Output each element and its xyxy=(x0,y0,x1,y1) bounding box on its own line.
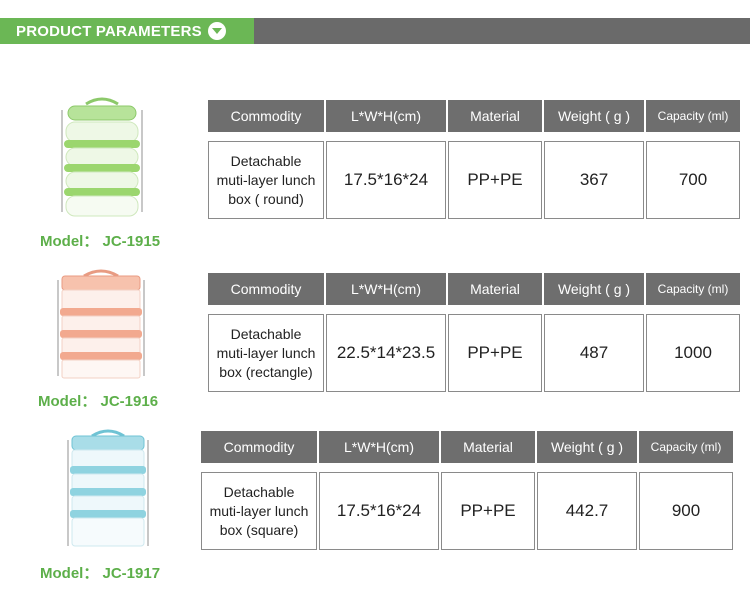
model-label: Model： JC-1915 xyxy=(40,233,161,250)
product-image xyxy=(54,268,148,382)
cell-weight: 367 xyxy=(544,141,644,219)
header-material: Material xyxy=(448,100,542,132)
header-material: Material xyxy=(448,273,542,305)
cell-commodity: Detachable muti-layer lunch box (rectang… xyxy=(208,314,324,392)
cell-weight: 487 xyxy=(544,314,644,392)
cell-capacity: 1000 xyxy=(646,314,740,392)
cell-commodity: Detachable muti-layer lunch box (square) xyxy=(201,472,317,550)
table-header-row: Commodity L*W*H(cm) Material Weight ( g … xyxy=(208,100,740,132)
cell-material: PP+PE xyxy=(448,314,542,392)
cell-dimensions: 17.5*16*24 xyxy=(319,472,439,550)
header-dimensions: L*W*H(cm) xyxy=(326,273,446,305)
product-image xyxy=(62,428,154,552)
commodity-line: muti-layer lunch xyxy=(216,171,316,188)
section-title: PRODUCT PARAMETERS xyxy=(16,22,202,40)
table-row: Detachable muti-layer lunch box (rectang… xyxy=(208,314,740,392)
cell-commodity: Detachable muti-layer lunch box ( round) xyxy=(208,141,324,219)
table-row: Detachable muti-layer lunch box ( round)… xyxy=(208,141,740,219)
header-dimensions: L*W*H(cm) xyxy=(319,431,439,463)
chevron-down-icon xyxy=(207,22,226,40)
cell-weight: 442.7 xyxy=(537,472,637,550)
parameters-table: Commodity L*W*H(cm) Material Weight ( g … xyxy=(206,273,742,392)
parameters-table: Commodity L*W*H(cm) Material Weight ( g … xyxy=(199,431,735,550)
model-label: Model： JC-1917 xyxy=(40,565,161,582)
cell-capacity: 900 xyxy=(639,472,733,550)
header-capacity: Capacity (ml) xyxy=(646,100,740,132)
commodity-line: Detachable xyxy=(230,325,302,342)
parameters-table: Commodity L*W*H(cm) Material Weight ( g … xyxy=(206,100,742,219)
commodity-line: Detachable xyxy=(223,483,295,500)
cell-capacity: 700 xyxy=(646,141,740,219)
header-commodity: Commodity xyxy=(201,431,317,463)
header-capacity: Capacity (ml) xyxy=(646,273,740,305)
product-image xyxy=(56,96,148,220)
header-capacity: Capacity (ml) xyxy=(639,431,733,463)
table-row: Detachable muti-layer lunch box (square)… xyxy=(201,472,733,550)
banner-tab: PRODUCT PARAMETERS xyxy=(0,18,254,44)
commodity-line: Detachable xyxy=(230,152,302,169)
commodity-line: box ( round) xyxy=(228,190,304,207)
section-banner: PRODUCT PARAMETERS xyxy=(0,18,750,44)
table-header-row: Commodity L*W*H(cm) Material Weight ( g … xyxy=(208,273,740,305)
header-material: Material xyxy=(441,431,535,463)
header-weight: Weight ( g ) xyxy=(544,273,644,305)
cell-material: PP+PE xyxy=(441,472,535,550)
header-commodity: Commodity xyxy=(208,273,324,305)
commodity-line: box (square) xyxy=(219,521,299,538)
header-weight: Weight ( g ) xyxy=(537,431,637,463)
commodity-line: muti-layer lunch xyxy=(209,502,309,519)
header-dimensions: L*W*H(cm) xyxy=(326,100,446,132)
commodity-line: muti-layer lunch xyxy=(216,344,316,361)
cell-dimensions: 17.5*16*24 xyxy=(326,141,446,219)
cell-material: PP+PE xyxy=(448,141,542,219)
header-weight: Weight ( g ) xyxy=(544,100,644,132)
cell-dimensions: 22.5*14*23.5 xyxy=(326,314,446,392)
table-header-row: Commodity L*W*H(cm) Material Weight ( g … xyxy=(201,431,733,463)
header-commodity: Commodity xyxy=(208,100,324,132)
model-label: Model： JC-1916 xyxy=(38,393,159,410)
commodity-line: box (rectangle) xyxy=(219,363,313,380)
